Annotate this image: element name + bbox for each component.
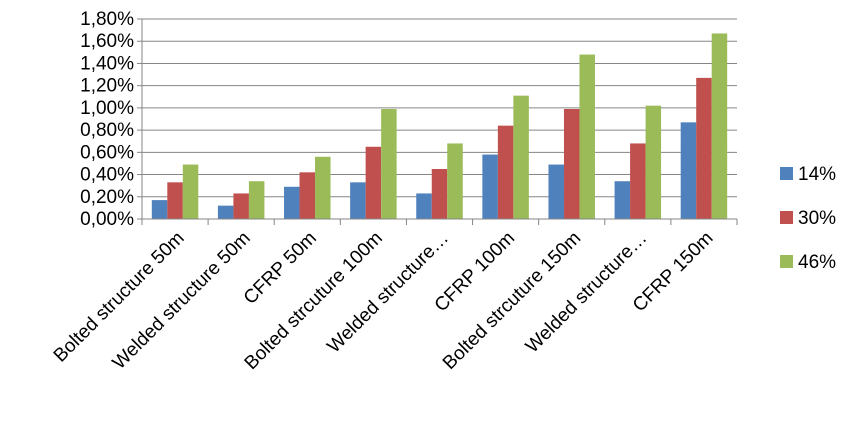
bar xyxy=(513,95,529,219)
x-category-label: Welded structure… xyxy=(323,228,453,358)
bar xyxy=(447,143,463,219)
bar xyxy=(630,143,646,219)
gridlines xyxy=(142,18,737,198)
bar xyxy=(645,105,662,219)
bar xyxy=(365,146,382,219)
bar xyxy=(579,54,595,219)
legend-label: 30% xyxy=(798,208,836,229)
legend: 14% 30% 46% xyxy=(780,164,836,273)
bar xyxy=(233,193,249,219)
x-category-label: Welded structure… xyxy=(522,228,652,358)
bar xyxy=(696,77,712,219)
bar xyxy=(548,164,564,219)
bar xyxy=(711,33,728,219)
bar xyxy=(431,169,448,219)
bar xyxy=(482,154,498,219)
legend-swatch xyxy=(780,167,793,180)
legend-swatch xyxy=(780,211,793,224)
x-category-label: Welded structure 50m xyxy=(109,228,255,374)
bar xyxy=(563,109,580,219)
bar xyxy=(614,181,631,219)
bar xyxy=(182,164,199,219)
legend-swatch xyxy=(780,255,793,268)
axes xyxy=(141,19,738,225)
y-tick-label: 0,80% xyxy=(80,120,134,141)
y-tick-label: 0,60% xyxy=(80,142,134,163)
bars xyxy=(151,33,728,219)
y-axis-ticks: 0,00%0,20%0,40%0,60%0,80%1,00%1,20%1,40%… xyxy=(80,9,142,230)
y-tick-label: 1,60% xyxy=(80,31,134,52)
legend-label: 14% xyxy=(798,164,836,185)
bar xyxy=(299,172,316,219)
y-tick-label: 1,40% xyxy=(80,53,134,74)
bar xyxy=(497,125,514,219)
y-tick-label: 1,20% xyxy=(80,76,134,97)
y-tick-label: 0,40% xyxy=(80,165,134,186)
y-tick-label: 1,00% xyxy=(80,98,134,119)
bar xyxy=(284,186,300,219)
bar xyxy=(167,182,183,219)
bar xyxy=(416,193,432,219)
bar xyxy=(248,181,265,219)
y-tick-label: 0,20% xyxy=(80,187,134,208)
y-tick-label: 1,80% xyxy=(80,9,134,30)
bar xyxy=(680,122,697,219)
bar xyxy=(350,182,366,219)
legend-label: 46% xyxy=(798,252,836,273)
y-tick-label: 0,00% xyxy=(80,209,134,230)
bar xyxy=(381,109,397,219)
x-category-label: Bolted structure 50m xyxy=(50,228,189,367)
bar xyxy=(217,205,234,219)
bar xyxy=(315,156,331,219)
bar xyxy=(151,200,168,219)
